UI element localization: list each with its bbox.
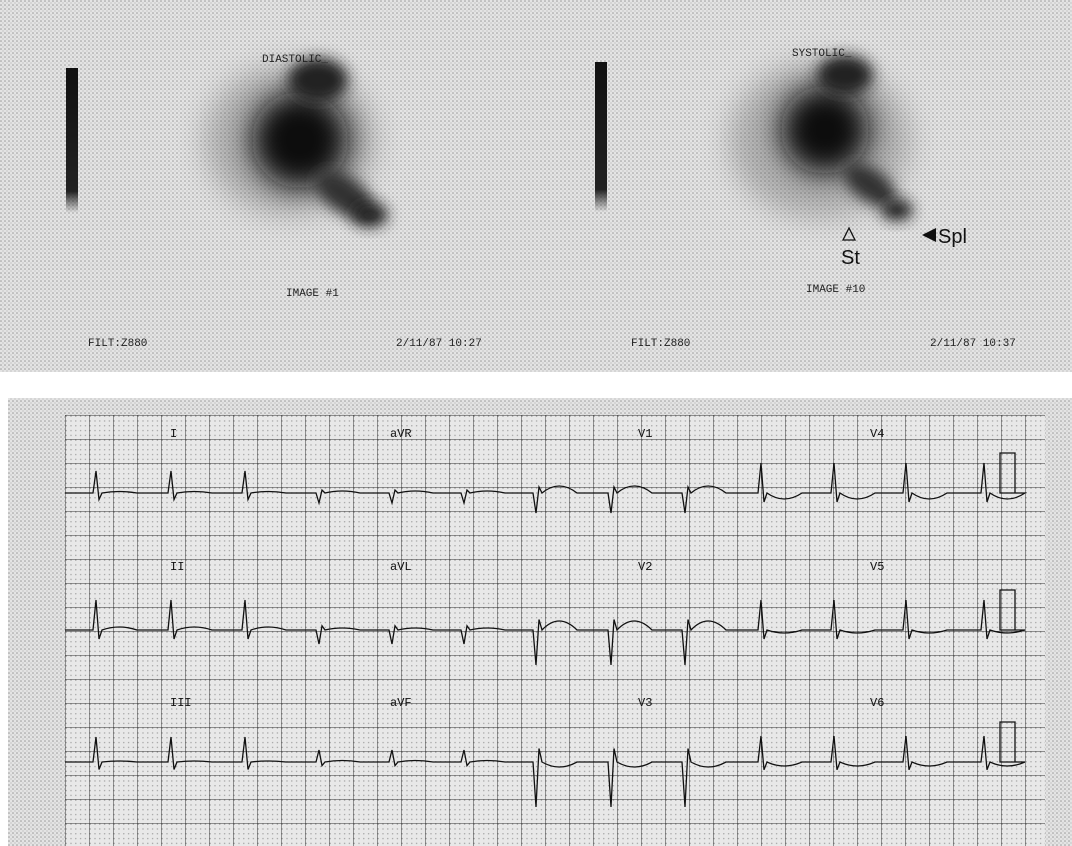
timestamp: 2/11/87 10:27 <box>396 338 482 350</box>
spleen-label: Spl <box>938 226 967 248</box>
lead-label: II <box>170 560 184 574</box>
stomach-label: St <box>841 247 860 269</box>
lead-label: V5 <box>870 560 884 574</box>
filter-label: FILT:Z880 <box>631 338 690 350</box>
lead-label: aVR <box>390 427 412 441</box>
lead-label: V2 <box>638 560 652 574</box>
timestamp: 2/11/87 10:37 <box>930 338 1016 350</box>
image-label: IMAGE #1 <box>286 288 339 300</box>
lead-label: aVL <box>390 560 412 574</box>
scan-background <box>0 0 1072 372</box>
lead-label: aVF <box>390 696 412 710</box>
lead-label: III <box>170 696 192 710</box>
phase-label: DIASTOLIC_ <box>262 54 328 66</box>
stomach-arrow <box>841 226 857 241</box>
ecg-trace <box>65 721 1026 808</box>
image-label: IMAGE #10 <box>806 284 865 296</box>
lead-label: V6 <box>870 696 884 710</box>
filter-label: FILT:Z880 <box>88 338 147 350</box>
ecg-trace <box>65 452 1028 514</box>
lead-label: V4 <box>870 427 884 441</box>
lead-label: I <box>170 427 177 441</box>
ecg-traces <box>65 452 1028 808</box>
scale-bar <box>66 68 78 213</box>
spleen-arrow <box>922 228 936 242</box>
scale-bar <box>595 62 607 212</box>
lead-label: V1 <box>638 427 652 441</box>
systolic-blob <box>730 55 913 221</box>
phase-label: SYSTOLIC_ <box>792 48 852 60</box>
diastolic-blob <box>205 58 388 227</box>
ecg-trace <box>65 589 1026 666</box>
lead-label: V3 <box>638 696 652 710</box>
